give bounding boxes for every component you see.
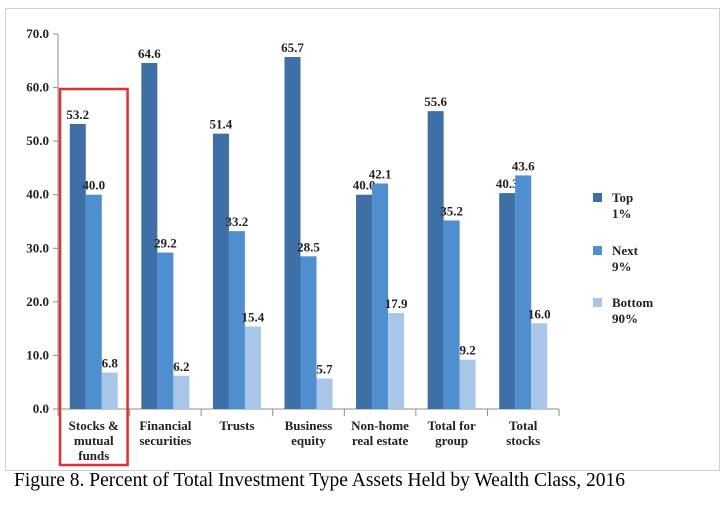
category-label: Non-home — [351, 418, 409, 433]
y-tick-label: 30.0 — [26, 240, 49, 255]
data-label: 53.2 — [66, 107, 89, 122]
category-label: Stocks & — [69, 418, 119, 433]
legend-label: Top — [612, 190, 633, 205]
legend-label: 90% — [612, 311, 638, 326]
category-label: Total — [509, 418, 538, 433]
bar-chart: 0.0 10.0 20.0 30.0 40.0 50.0 60.0 70.0 53.2 40.0 6… — [26, 26, 653, 467]
bar-top — [141, 62, 158, 410]
data-label: 55.6 — [424, 94, 447, 109]
data-label: 6.8 — [102, 356, 119, 371]
legend-swatch — [593, 298, 602, 307]
bar-next — [85, 194, 102, 409]
data-label: 42.1 — [369, 166, 392, 181]
data-label: 33.2 — [226, 214, 249, 229]
bar-next — [443, 220, 460, 409]
legend-label: 1% — [612, 206, 632, 221]
data-label: 40.0 — [353, 178, 376, 193]
legend-swatch — [593, 246, 602, 255]
category-label: Trusts — [219, 418, 254, 433]
category-label: mutual — [74, 433, 114, 448]
bar-top — [212, 133, 229, 409]
y-tick-label: 20.0 — [26, 294, 49, 309]
bar-next — [157, 252, 174, 409]
bar-next — [515, 175, 532, 409]
data-label: 15.4 — [242, 310, 265, 325]
bar-bottom — [173, 375, 190, 409]
bar-bottom — [316, 378, 333, 409]
category-label: group — [435, 433, 468, 448]
bar-top — [284, 57, 301, 410]
bar-top — [69, 124, 86, 409]
figure-caption: Figure 8. Percent of Total Investment Ty… — [14, 470, 625, 491]
bar-bottom — [244, 326, 261, 409]
bar-next — [228, 231, 245, 409]
data-label: 65.7 — [281, 40, 304, 55]
category-label: Financial — [139, 418, 191, 433]
y-tick-label: 10.0 — [26, 347, 49, 362]
y-tick-label: 50.0 — [26, 133, 49, 148]
bar-bottom — [531, 323, 548, 409]
category-label: equity — [291, 433, 326, 448]
category-label: securities — [139, 433, 191, 448]
data-label: 43.6 — [512, 158, 535, 173]
bar-top — [356, 194, 373, 409]
data-label: 28.5 — [297, 239, 320, 254]
data-label: 16.0 — [528, 306, 551, 321]
bar-next — [300, 256, 317, 409]
bar-top — [427, 111, 444, 410]
data-label: 9.2 — [460, 343, 476, 358]
data-label: 40.3 — [496, 176, 519, 191]
y-tick-label: 40.0 — [26, 187, 49, 202]
category-label: Total for — [428, 418, 476, 433]
data-label: 17.9 — [385, 296, 408, 311]
bar-bottom — [459, 359, 476, 409]
data-label: 40.0 — [82, 178, 105, 193]
legend-label: Next — [612, 243, 639, 258]
data-label: 35.2 — [440, 203, 463, 218]
data-label: 5.7 — [316, 361, 333, 376]
bar-bottom — [388, 313, 405, 409]
data-label: 29.2 — [154, 236, 177, 251]
category-label: Business — [285, 418, 333, 433]
category-label: real estate — [352, 433, 409, 448]
data-label: 51.4 — [210, 117, 233, 132]
data-label: 64.6 — [138, 46, 161, 61]
y-tick-label: 60.0 — [26, 80, 49, 95]
data-label: 6.2 — [173, 359, 189, 374]
y-tick-label: 70.0 — [26, 26, 49, 41]
y-tick-label: 0.0 — [33, 401, 49, 416]
bar-next — [372, 183, 389, 409]
legend-swatch — [593, 193, 602, 202]
highlight-box — [58, 87, 129, 467]
legend-label: Bottom — [612, 295, 653, 310]
legend-label: 9% — [612, 259, 632, 274]
bar-bottom — [101, 372, 118, 409]
bar-top — [499, 193, 516, 409]
category-label: stocks — [506, 433, 540, 448]
category-label: funds — [78, 448, 109, 463]
